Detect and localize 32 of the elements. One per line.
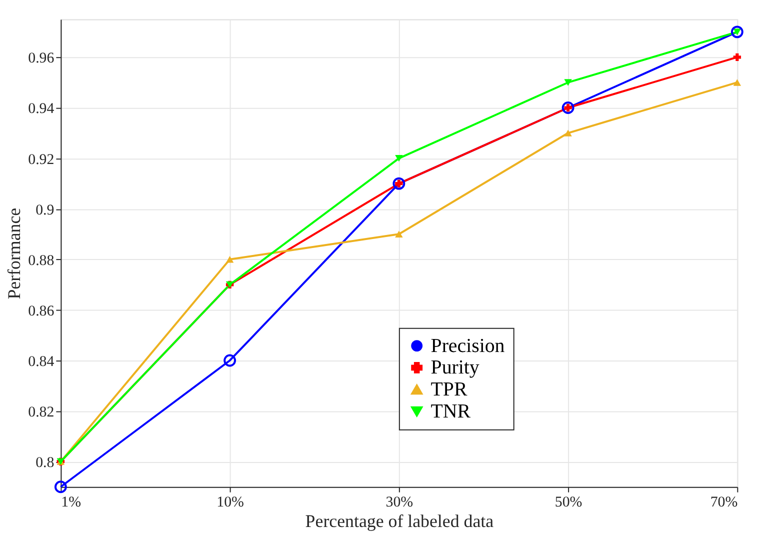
point <box>733 79 742 86</box>
x-tick-label: 10% <box>216 494 244 510</box>
y-tick-label: 0.86 <box>28 303 55 320</box>
y-axis-title: Performance <box>4 208 24 300</box>
legend-label: TPR <box>430 378 468 401</box>
x-tick-label: 50% <box>554 494 582 510</box>
point <box>730 26 744 38</box>
x-tick-label: 1% <box>61 494 82 510</box>
point <box>733 53 742 62</box>
x-tick-label: 70% <box>710 494 738 510</box>
point <box>564 130 572 136</box>
point <box>564 79 572 86</box>
x-tick-label: 30% <box>386 494 414 510</box>
y-tick-label: 0.88 <box>28 252 54 269</box>
y-tick-label: 0.9 <box>36 202 54 218</box>
y-tick-label: 0.94 <box>28 101 55 118</box>
point <box>226 256 234 263</box>
point <box>395 154 403 162</box>
point <box>224 354 236 367</box>
y-tick-label: 0.82 <box>28 404 54 421</box>
point <box>392 177 406 190</box>
legend-label: TNR <box>430 400 472 422</box>
y-tick-label: 0.8 <box>36 455 54 472</box>
point <box>562 102 574 114</box>
point <box>395 230 403 238</box>
legend-label: Precision <box>430 334 505 357</box>
y-tick-label: 0.92 <box>28 152 54 168</box>
x-axis-title: Percentage of labeled data <box>305 511 494 532</box>
point <box>54 480 67 494</box>
y-tick-label: 0.84 <box>28 354 55 370</box>
legend-label: Purity <box>430 356 480 379</box>
y-tick-label: 0.96 <box>28 50 55 67</box>
